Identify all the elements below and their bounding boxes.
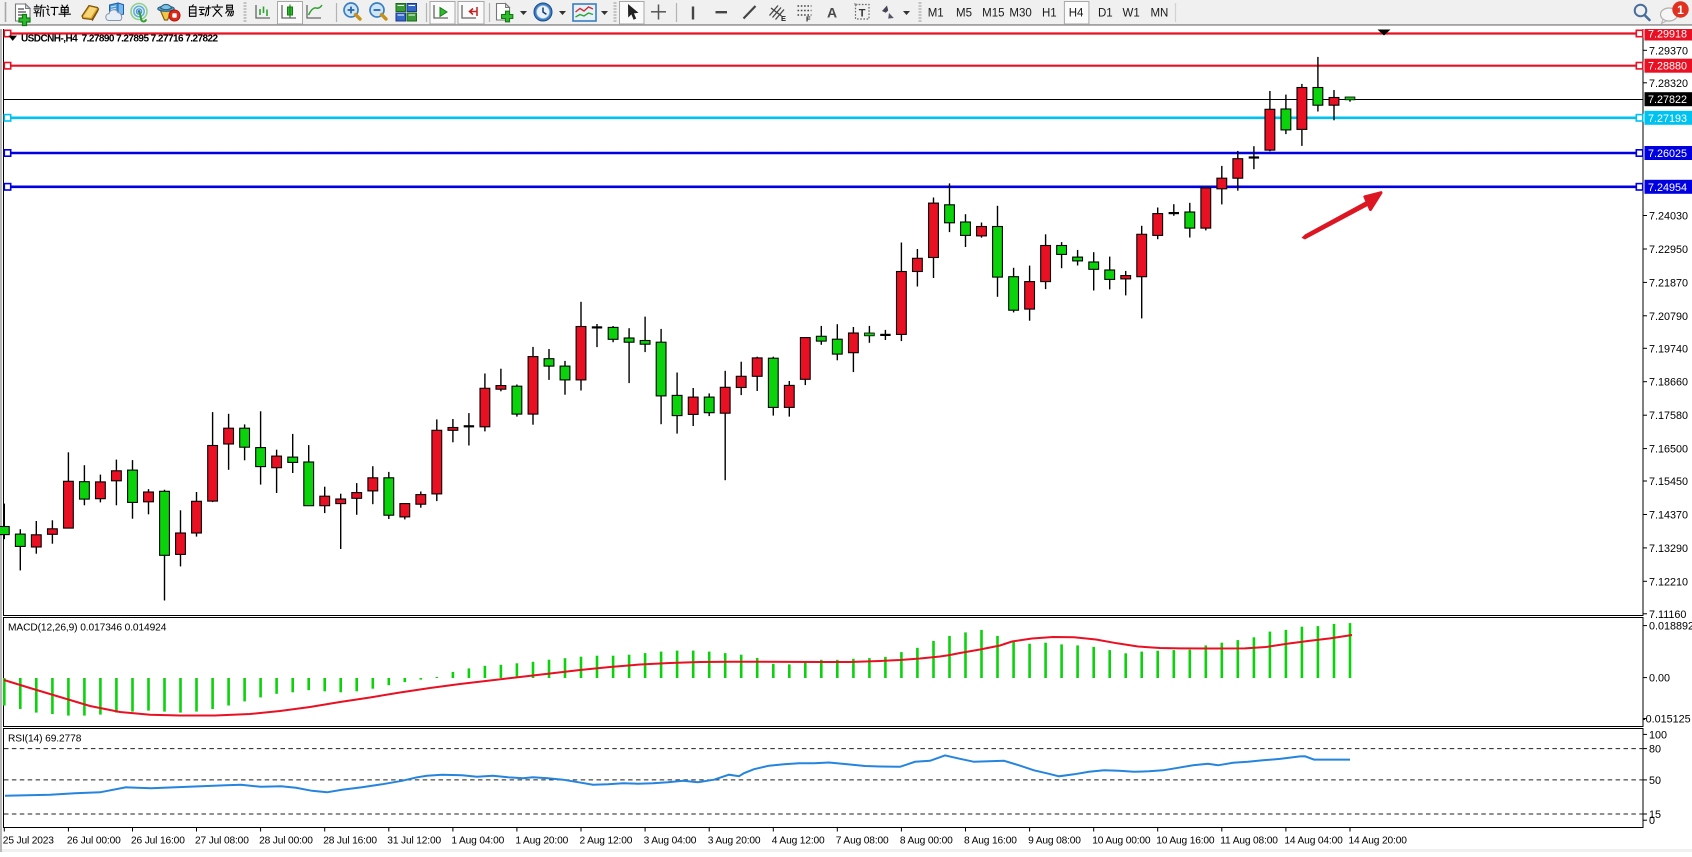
svg-text:3 Aug 04:00: 3 Aug 04:00 [644,836,697,847]
svg-text:7.14370: 7.14370 [1649,510,1688,522]
svg-text:M1: M1 [928,8,944,20]
svg-text:8 Aug 16:00: 8 Aug 16:00 [964,836,1017,847]
svg-text:7.19740: 7.19740 [1649,343,1688,355]
svg-text:RSI(14) 69.2778: RSI(14) 69.2778 [8,734,82,745]
svg-text:7.16500: 7.16500 [1649,444,1688,456]
svg-text:80: 80 [1649,744,1661,756]
svg-text:25 Jul 2023: 25 Jul 2023 [3,836,55,847]
svg-text:26 Jul 16:00: 26 Jul 16:00 [131,836,185,847]
svg-text:11 Aug 08:00: 11 Aug 08:00 [1220,836,1278,847]
svg-text:3 Aug 20:00: 3 Aug 20:00 [708,836,761,847]
svg-text:E: E [781,14,786,23]
svg-text:MN: MN [1150,8,1168,20]
svg-text:7.18660: 7.18660 [1649,377,1688,389]
svg-text:M30: M30 [1009,8,1031,20]
svg-text:14 Aug 20:00: 14 Aug 20:00 [1349,836,1408,847]
svg-text:4 Aug 12:00: 4 Aug 12:00 [772,836,825,847]
svg-text:USDCNH-,H4 7.27890 7.27895 7.: USDCNH-,H4 7.27890 7.27895 7.27716 7.278… [21,34,218,45]
svg-text:1: 1 [1677,3,1684,17]
svg-text:1 Aug 20:00: 1 Aug 20:00 [515,836,568,847]
svg-text:H1: H1 [1042,8,1057,20]
svg-text:1 Aug 04:00: 1 Aug 04:00 [451,836,504,847]
svg-text:7.15450: 7.15450 [1649,476,1688,488]
svg-text:10 Aug 00:00: 10 Aug 00:00 [1092,836,1151,847]
svg-text:14 Aug 04:00: 14 Aug 04:00 [1284,836,1343,847]
svg-text:50: 50 [1649,775,1661,787]
svg-text:7.28880: 7.28880 [1648,61,1687,73]
svg-text:M5: M5 [956,8,972,20]
svg-text:7.13290: 7.13290 [1649,543,1688,555]
svg-text:7.11160: 7.11160 [1649,609,1686,621]
svg-text:W1: W1 [1122,8,1139,20]
svg-text:8 Aug 00:00: 8 Aug 00:00 [900,836,953,847]
svg-text:H4: H4 [1069,8,1084,20]
svg-text:MACD(12,26,9) 0.017346 0.01492: MACD(12,26,9) 0.017346 0.014924 [8,623,167,634]
svg-text:7.29370: 7.29370 [1649,45,1688,57]
svg-text:10 Aug 16:00: 10 Aug 16:00 [1156,836,1215,847]
svg-text:T: T [859,8,866,20]
svg-text:7.22950: 7.22950 [1649,244,1688,256]
svg-text:0.00: 0.00 [1649,673,1670,685]
svg-text:7.20790: 7.20790 [1649,311,1688,323]
svg-text:7.12210: 7.12210 [1649,576,1688,588]
svg-text:9 Aug 08:00: 9 Aug 08:00 [1028,836,1081,847]
svg-text:28 Jul 16:00: 28 Jul 16:00 [323,836,377,847]
svg-text:0.018892: 0.018892 [1649,621,1692,633]
svg-text:7.21870: 7.21870 [1649,277,1688,289]
svg-text:7.24954: 7.24954 [1648,182,1687,194]
svg-text:7.17580: 7.17580 [1649,410,1688,422]
svg-text:100: 100 [1649,729,1667,741]
svg-text:7.28320: 7.28320 [1649,78,1688,90]
svg-text:28 Jul 00:00: 28 Jul 00:00 [259,836,313,847]
svg-text:7.24030: 7.24030 [1649,211,1688,223]
svg-text:27 Jul 08:00: 27 Jul 08:00 [195,836,249,847]
svg-text:M15: M15 [982,8,1004,20]
svg-text:A: A [827,5,837,21]
svg-text:F: F [806,15,811,24]
svg-text:7.26025: 7.26025 [1648,148,1687,160]
svg-text:0: 0 [1649,815,1655,827]
svg-text:7 Aug 08:00: 7 Aug 08:00 [836,836,889,847]
svg-text:2 Aug 12:00: 2 Aug 12:00 [580,836,633,847]
svg-text:7.27822: 7.27822 [1648,94,1687,106]
svg-text:7.27193: 7.27193 [1648,113,1687,125]
svg-text:26 Jul 00:00: 26 Jul 00:00 [67,836,121,847]
svg-text:31 Jul 12:00: 31 Jul 12:00 [387,836,441,847]
svg-text:-0.015125: -0.015125 [1642,714,1691,726]
svg-text:D1: D1 [1098,8,1113,20]
